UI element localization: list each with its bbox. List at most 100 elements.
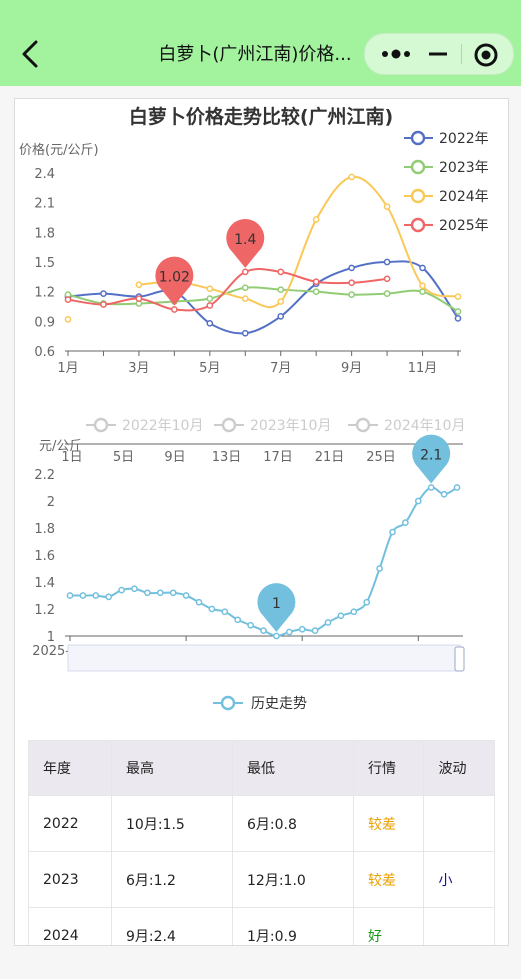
data-point xyxy=(241,329,249,337)
data-point xyxy=(156,589,164,597)
data-point xyxy=(234,616,242,624)
summary-table: 年度 最高 最低 行情 波动 2022 10月:1.5 6月:0.8 较差 20… xyxy=(27,740,495,945)
mini-program-capsule xyxy=(364,33,514,75)
table-row: 2023 6月:1.2 12月:1.0 较差 小 xyxy=(27,851,495,908)
y-tick-label: 1.2 xyxy=(34,603,55,618)
table-row: 2024 9月:2.4 1月:0.9 好 xyxy=(27,907,495,945)
data-point xyxy=(419,282,426,290)
market-cell: 好 xyxy=(352,907,425,945)
close-icon[interactable] xyxy=(473,42,499,68)
data-point xyxy=(241,268,249,276)
minimize-icon[interactable] xyxy=(427,46,449,62)
legend-marker[interactable] xyxy=(410,217,426,233)
market-cell: 较差 xyxy=(352,795,425,852)
table-header: 最高 xyxy=(111,740,233,796)
marker-pin: 1.02 xyxy=(155,256,194,306)
data-point xyxy=(221,608,229,616)
y-tick-label: 1.6 xyxy=(34,549,55,564)
high-cell: 10月:1.5 xyxy=(111,795,233,852)
x-tick-label: 1月 xyxy=(57,361,78,376)
y-tick-label: 2.2 xyxy=(34,468,55,483)
legend-marker[interactable] xyxy=(220,695,236,711)
x-tick-label: 5月 xyxy=(199,361,220,376)
y-tick-label: 0.9 xyxy=(34,315,55,330)
y-axis-label: 元/公斤 xyxy=(39,439,82,454)
data-point xyxy=(348,173,355,181)
nav-bar: 白萝卜(广州江南)价格... xyxy=(0,0,521,86)
y-tick-label: 2.4 xyxy=(34,167,55,182)
data-point xyxy=(131,585,138,593)
y-axis-label: 价格(元/公斤) xyxy=(19,142,99,158)
year-cell: 2024 xyxy=(27,907,113,945)
data-point xyxy=(383,275,391,283)
high-cell: 6月:1.2 xyxy=(111,851,233,908)
top-tick-label: 17日 xyxy=(263,450,293,465)
marker-pin: 1 xyxy=(257,583,296,632)
legend-label: 2024年10月 xyxy=(384,418,465,434)
volatility-cell xyxy=(423,907,495,945)
legend-marker[interactable] xyxy=(93,417,109,433)
data-point xyxy=(66,592,74,599)
marker-pin: 1.4 xyxy=(226,219,265,268)
data-point xyxy=(260,627,267,634)
data-point xyxy=(454,293,462,300)
x-tick-label: 9月 xyxy=(341,361,362,376)
data-point xyxy=(171,306,178,313)
pin-shape xyxy=(257,583,296,632)
data-point xyxy=(383,290,391,297)
back-arrow-icon[interactable] xyxy=(18,38,46,70)
data-point xyxy=(383,203,391,210)
data-point xyxy=(312,216,320,223)
data-point xyxy=(383,258,391,266)
marker-pin: 2.1 xyxy=(412,434,451,484)
data-point xyxy=(427,484,435,491)
data-point xyxy=(285,628,293,636)
data-point xyxy=(135,295,143,302)
data-point xyxy=(195,598,203,606)
y-tick-label: 1.8 xyxy=(34,226,55,241)
series-line xyxy=(138,175,459,308)
legend-label: 2023年 xyxy=(439,160,489,176)
data-point xyxy=(208,605,216,613)
y-tick-label: 1 xyxy=(47,630,55,645)
data-point xyxy=(363,598,371,606)
data-point xyxy=(182,592,190,599)
data-point xyxy=(312,278,320,286)
legend-marker[interactable] xyxy=(410,130,426,146)
year-cell: 2023 xyxy=(27,851,113,908)
legend-marker[interactable] xyxy=(410,188,426,204)
top-tick-label: 5日 xyxy=(113,450,134,465)
legend-marker[interactable] xyxy=(221,417,237,433)
more-icon[interactable] xyxy=(379,46,413,62)
data-point xyxy=(312,288,320,296)
data-point xyxy=(144,589,151,597)
y-tick-label: 0.6 xyxy=(34,345,55,360)
legend-label: 2023年10月 xyxy=(250,418,331,434)
data-point xyxy=(135,281,143,289)
legend-label: 2024年 xyxy=(439,189,489,205)
data-point xyxy=(79,592,87,599)
data-point xyxy=(348,279,355,287)
top-tick-label: 21日 xyxy=(315,450,345,465)
pin-label: 1.02 xyxy=(159,269,190,285)
top-tick-label: 1日 xyxy=(61,450,82,465)
legend-label: 2022年 xyxy=(439,131,489,147)
pin-label: 1 xyxy=(272,596,281,612)
data-point xyxy=(376,565,383,572)
data-point xyxy=(206,285,214,293)
table-header: 波动 xyxy=(423,740,495,796)
data-point xyxy=(277,268,285,276)
data-point xyxy=(100,301,107,308)
y-tick-label: 1.4 xyxy=(34,576,55,591)
legend-marker[interactable] xyxy=(355,417,371,433)
zoom-handle[interactable] xyxy=(454,646,465,672)
legend-marker[interactable] xyxy=(410,159,426,175)
x-tick-label: 3月 xyxy=(128,361,149,376)
y-tick-label: 1.5 xyxy=(34,256,55,271)
zoom-slider[interactable] xyxy=(67,644,461,672)
low-cell: 12月:1.0 xyxy=(232,851,354,908)
data-point xyxy=(169,589,177,597)
pin-shape xyxy=(155,256,194,306)
table-header: 行情 xyxy=(352,740,425,796)
